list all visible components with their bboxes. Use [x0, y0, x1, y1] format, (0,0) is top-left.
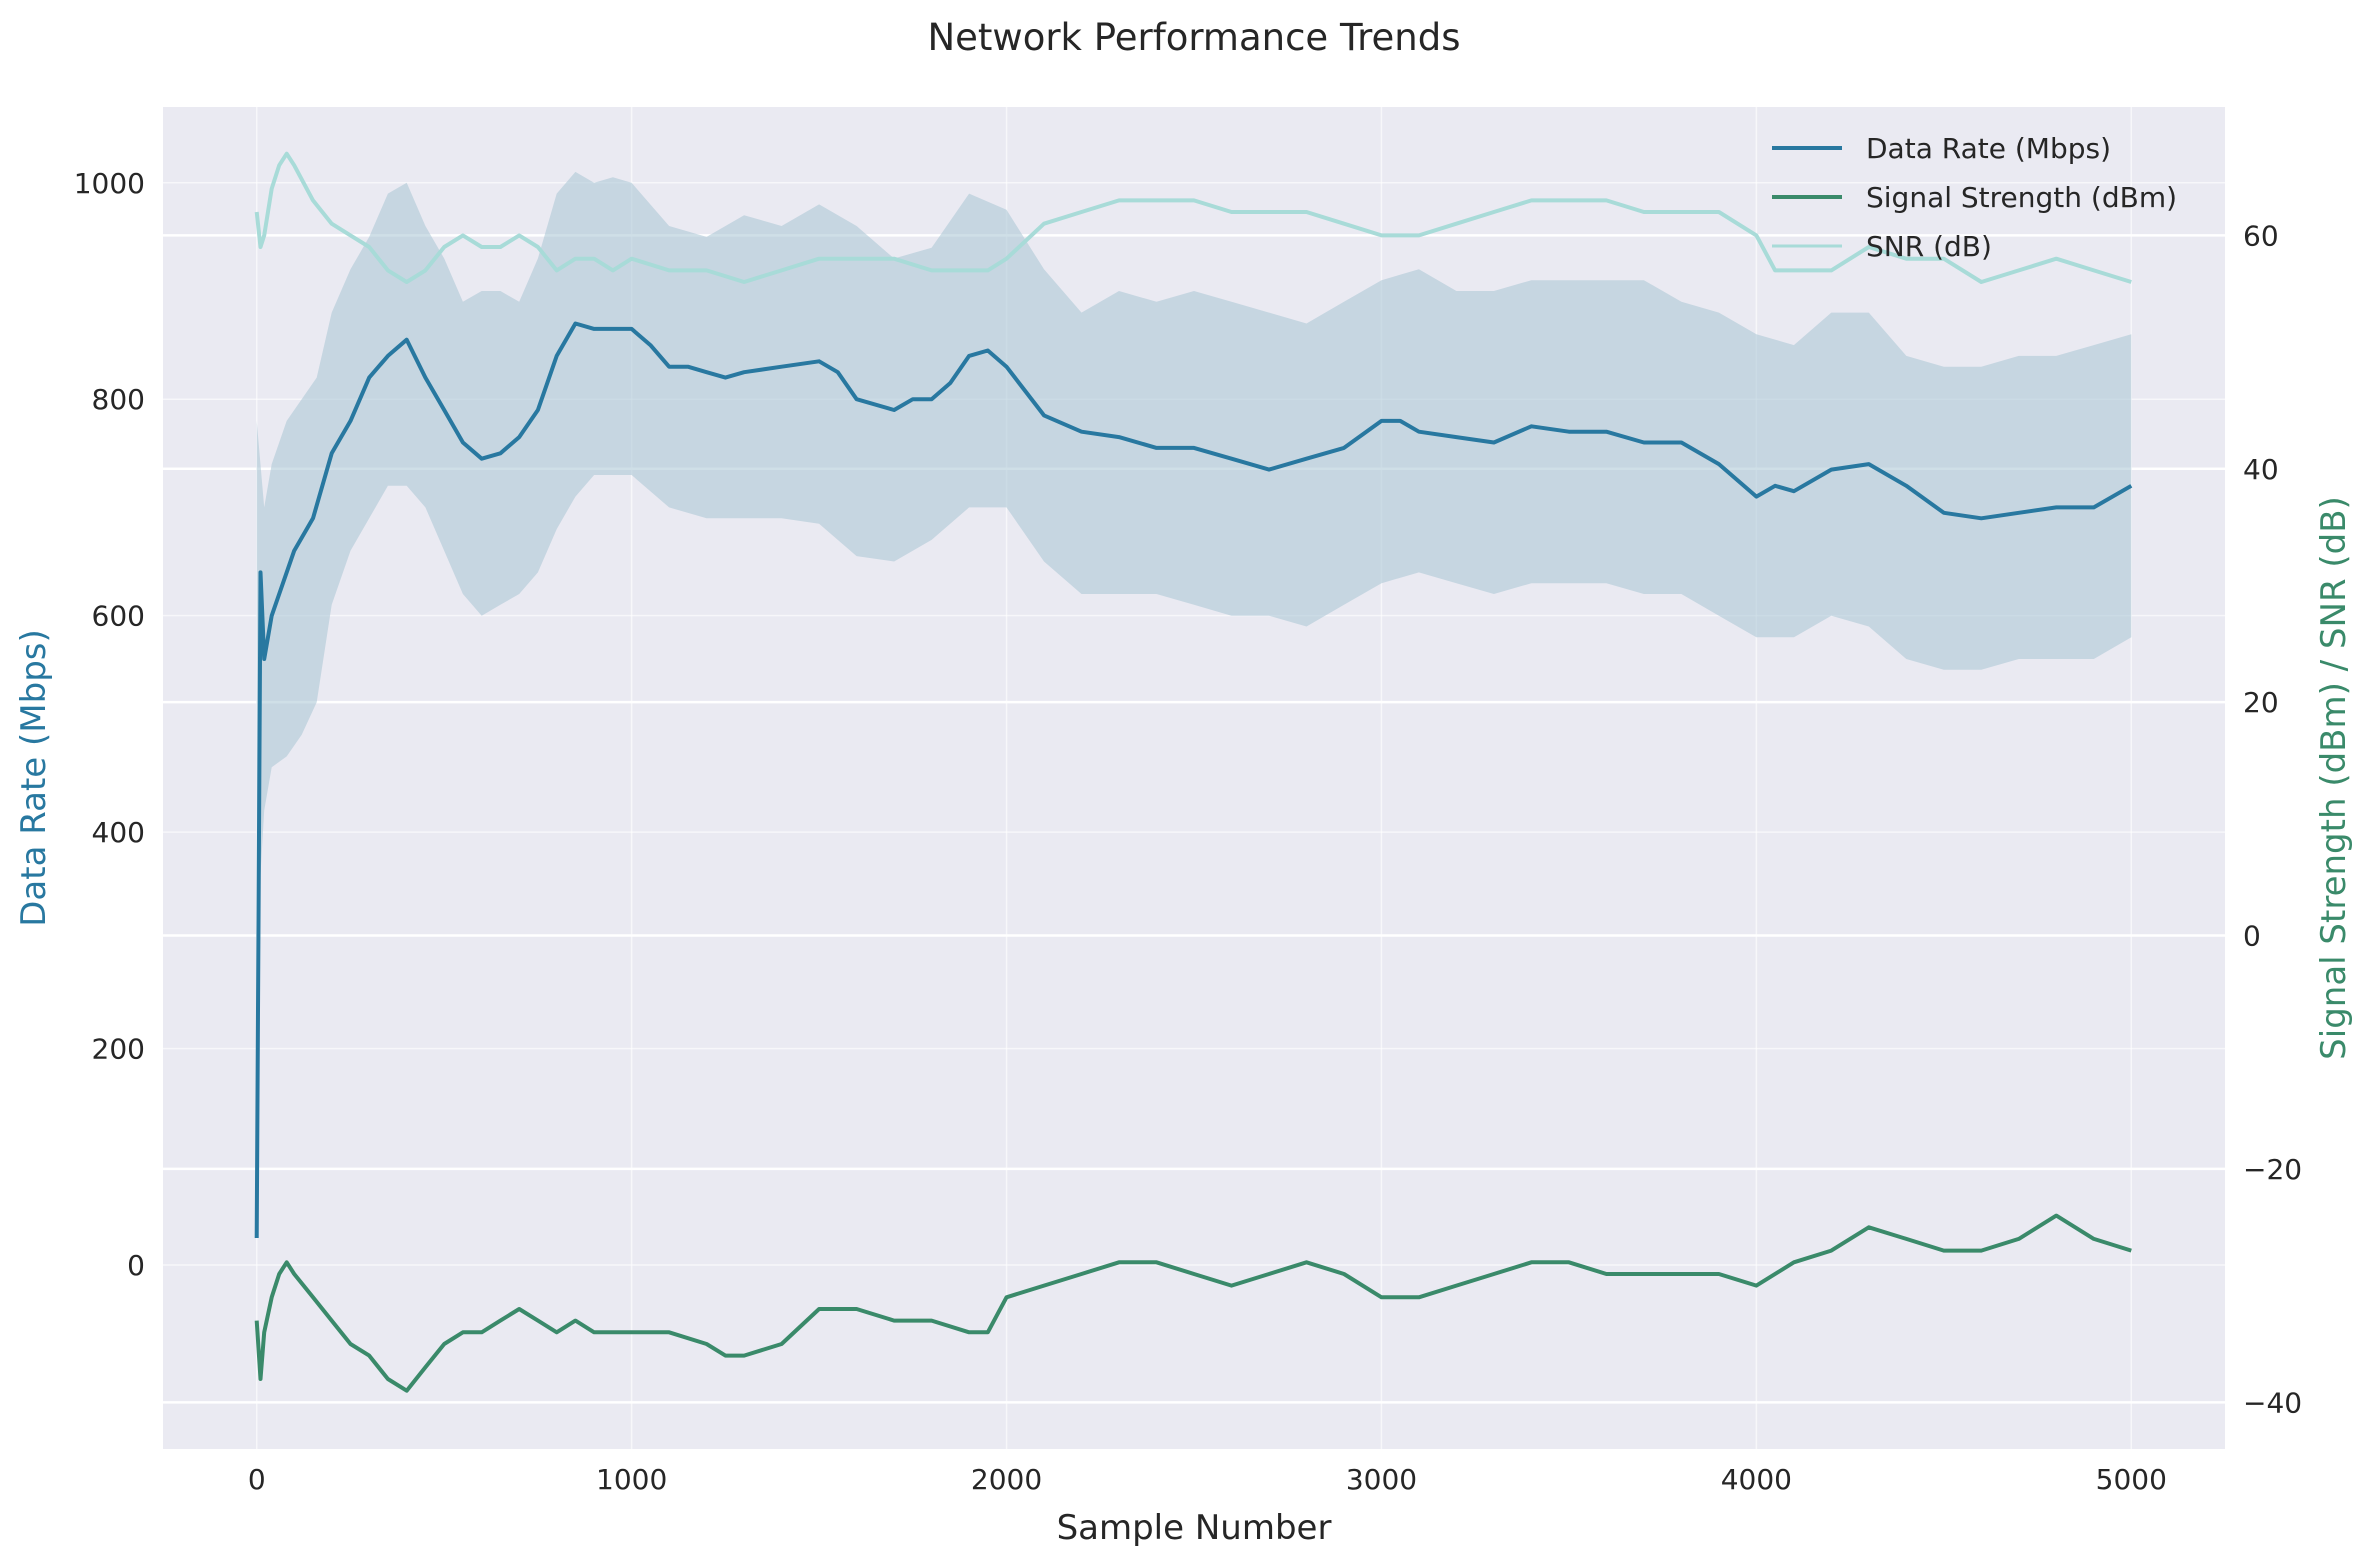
y-right-tick-label: 0 [2243, 920, 2261, 953]
y-left-tick-label: 200 [92, 1033, 145, 1066]
x-tick-label: 3000 [1346, 1463, 1417, 1496]
legend-label-signal: Signal Strength (dBm) [1866, 181, 2177, 214]
x-tick-label: 4000 [1721, 1463, 1792, 1496]
legend: Data Rate (Mbps) Signal Strength (dBm) S… [1772, 132, 2177, 263]
x-tick-label: 2000 [971, 1463, 1042, 1496]
x-tick-label: 5000 [2096, 1463, 2167, 1496]
series-layer [254, 151, 2133, 1393]
band-layer [256, 171, 2132, 941]
y-left-tick-label: 400 [92, 816, 145, 849]
data-rate-band [256, 171, 2132, 941]
y-right-tick-label: 40 [2243, 453, 2279, 486]
legend-label-snr: SNR (dB) [1866, 230, 1992, 263]
y-left-tick-label: 800 [92, 383, 145, 416]
y-right-tick-label: 20 [2243, 686, 2279, 719]
data-rate-line [254, 321, 2133, 1239]
x-axis-label: Sample Number [1057, 1508, 1332, 1548]
ticks-layer: 0 1000 2000 3000 4000 500002004006008001000−4… [74, 167, 2302, 1496]
y-right-tick-label: −20 [2243, 1153, 2302, 1186]
y-left-tick-label: 600 [92, 600, 145, 633]
snr-line [254, 151, 2132, 284]
x-tick-label: 1000 [596, 1463, 667, 1496]
x-tick-label: 0 [248, 1463, 266, 1496]
y-right-tick-label: −40 [2243, 1386, 2302, 1419]
signal-strength-line [254, 1213, 2132, 1393]
y-left-tick-label: 0 [127, 1249, 145, 1282]
y-right-tick-label: 60 [2243, 219, 2279, 252]
y-left-tick-label: 1000 [74, 167, 145, 200]
y-right-axis-label: Signal Strength (dBm) / SNR (dB) [2314, 496, 2354, 1060]
y-left-axis-label: Data Rate (Mbps) [14, 629, 54, 927]
chart-title: Network Performance Trends [927, 16, 1460, 59]
legend-label-data-rate: Data Rate (Mbps) [1866, 132, 2111, 165]
